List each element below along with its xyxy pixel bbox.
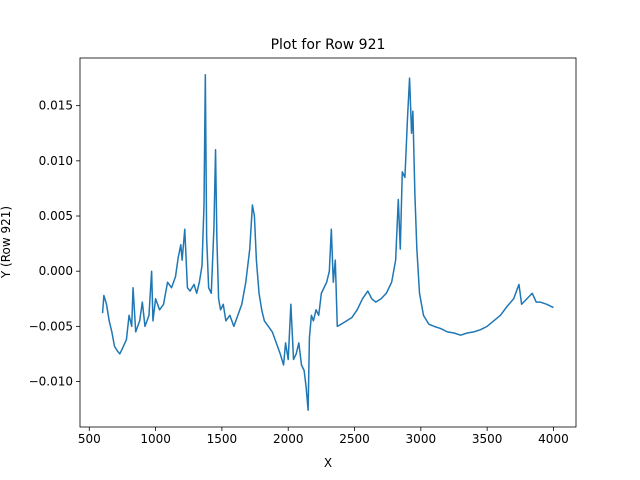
y-tick-label: 0.010 [39, 154, 73, 168]
x-axis-label: X [324, 456, 332, 470]
x-tick-label: 3000 [406, 432, 437, 446]
x-tick-label: 500 [78, 432, 101, 446]
x-tick-label: 1000 [140, 432, 171, 446]
y-tick-label: 0.000 [39, 264, 73, 278]
y-tick-label: −0.010 [29, 375, 73, 389]
x-tick-label: 2000 [273, 432, 304, 446]
data-line [101, 74, 554, 411]
chart-title: Plot for Row 921 [271, 37, 386, 53]
x-tick-label: 3500 [472, 432, 503, 446]
x-tick-label: 1500 [207, 432, 238, 446]
x-tick-label: 4000 [538, 432, 569, 446]
x-tick-label: 2500 [339, 432, 370, 446]
y-tick-label: −0.005 [29, 319, 73, 333]
y-tick-label: 0.015 [39, 99, 73, 113]
plot-frame [79, 57, 577, 428]
y-tick-label: 0.005 [39, 209, 73, 223]
y-axis-label: Y (Row 921) [0, 206, 13, 279]
